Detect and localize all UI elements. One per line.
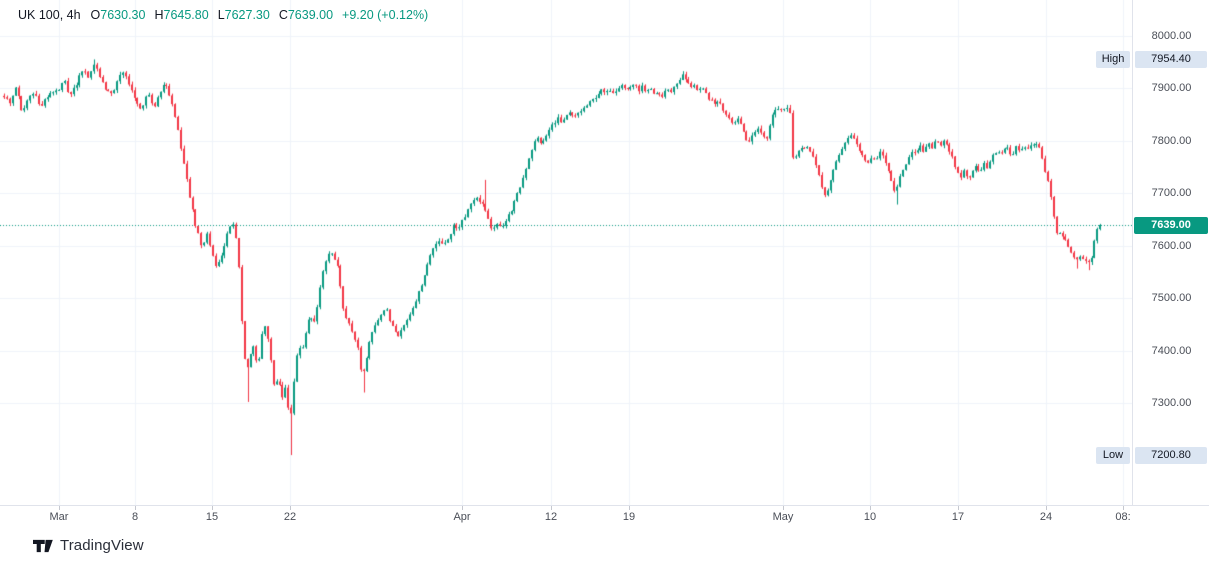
price-axis-label: 7400.00 [1151, 344, 1192, 357]
high-readout: H7645.80 [154, 8, 209, 22]
time-axis-label: 10 [863, 511, 877, 523]
time-axis-label: 12 [544, 511, 558, 523]
low-marker-label: Low [1096, 446, 1130, 464]
time-axis-label: 22 [283, 511, 297, 523]
price-scale[interactable]: 7954.40 7200.80 7639.00 8000.00 7900.00 78… [1132, 0, 1209, 505]
time-axis-label: 15 [205, 511, 219, 523]
chart-pane[interactable]: UK 100, 4h O7630.30 H7645.80 L7627.30 C7… [0, 0, 1132, 505]
time-axis-label: Mar [49, 511, 69, 523]
price-axis-label: 7500.00 [1151, 292, 1192, 304]
time-axis-tick [1123, 506, 1124, 510]
time-axis-tick [135, 506, 136, 510]
time-axis-tick [870, 506, 871, 510]
price-axis-label: 7300.00 [1151, 397, 1192, 409]
time-axis-label: 24 [1039, 511, 1053, 523]
time-axis-label: 19 [622, 511, 636, 523]
open-readout: O7630.30 [90, 8, 146, 22]
close-readout: C7639.00 [278, 8, 334, 22]
price-axis-label: 7700.00 [1151, 187, 1192, 199]
candlestick-chart-canvas[interactable] [0, 0, 1132, 505]
high-marker-value: 7954.40 [1135, 50, 1207, 68]
low-readout: L7627.30 [217, 8, 270, 22]
price-axis-label: 7800.00 [1151, 134, 1192, 147]
time-axis-label: 08: [1115, 511, 1131, 523]
time-axis-tick [958, 506, 959, 510]
time-axis-tick [629, 506, 630, 510]
price-axis-label: 7900.00 [1151, 82, 1192, 94]
time-scale[interactable]: Mar 8 15 22 Apr 12 19 May 10 17 24 08: [0, 505, 1209, 532]
time-axis-tick [783, 506, 784, 510]
price-axis-label: 8000.00 [1151, 29, 1192, 42]
tradingview-logo-text: TradingView [60, 537, 144, 554]
time-axis-label: Apr [453, 511, 471, 523]
change-readout: +9.20 (+0.12%) [342, 8, 429, 22]
time-axis-tick [462, 506, 463, 510]
time-axis-label: May [772, 511, 794, 523]
time-axis-label: 17 [951, 511, 965, 523]
time-axis-tick [290, 506, 291, 510]
time-axis-tick [1046, 506, 1047, 510]
tradingview-attribution[interactable]: TradingView [33, 537, 144, 554]
time-axis-tick [212, 506, 213, 510]
high-marker-label: High [1096, 50, 1130, 68]
symbol-legend: UK 100, 4h O7630.30 H7645.80 L7627.30 C7… [18, 6, 428, 24]
last-price-badge: 7639.00 [1134, 216, 1208, 234]
low-marker-value: 7200.80 [1135, 446, 1207, 464]
time-axis-label: 8 [131, 511, 139, 523]
price-axis-label: 7600.00 [1151, 239, 1192, 252]
symbol-title[interactable]: UK 100, 4h [18, 8, 81, 22]
time-axis-tick [551, 506, 552, 510]
time-axis-tick [59, 506, 60, 510]
tradingview-logo-icon [33, 539, 53, 552]
